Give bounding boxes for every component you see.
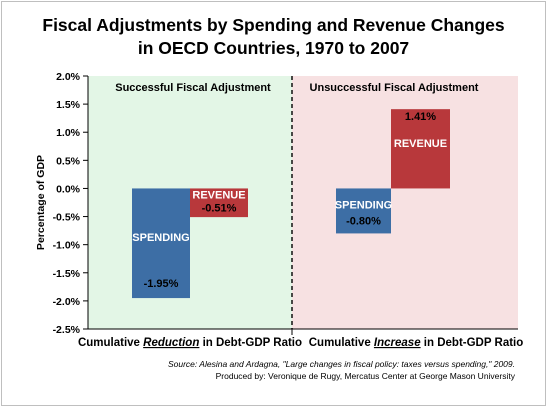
y-axis-label: Percentage of GDP	[35, 155, 47, 250]
y-tick-label: -1.5%	[53, 268, 81, 280]
x-category-label: Cumulative Increase in Debt-GDP Ratio	[309, 337, 524, 349]
y-tick-label: -0.5%	[53, 212, 81, 224]
y-tick-label: 0.0%	[56, 183, 81, 195]
y-tick-label: -2.5%	[53, 324, 81, 336]
bar-value-label: 1.41%	[405, 111, 436, 123]
bar-revenue	[190, 188, 248, 218]
x-label-suffix: in Debt-GDP Ratio	[421, 337, 524, 349]
x-label-emphasis: Reduction	[143, 337, 199, 349]
x-label-emphasis: Increase	[374, 337, 421, 349]
x-category-label: Cumulative Reduction in Debt-GDP Ratio	[78, 337, 302, 349]
y-tick-label: -1.0%	[53, 240, 81, 252]
y-tick-label: -2.0%	[53, 296, 81, 308]
bar-value-label: -0.80%	[346, 215, 381, 227]
bar-value-label: -0.51%	[202, 202, 237, 214]
bar-name-label: SPENDING	[335, 200, 392, 212]
credit-note: Produced by: Veronique de Rugy, Mercatus…	[215, 371, 515, 381]
bar-spending	[336, 188, 391, 234]
y-tick-label: 0.5%	[56, 155, 81, 167]
bar-name-label: REVENUE	[192, 189, 245, 201]
bar-revenue	[391, 109, 450, 189]
x-label-prefix: Cumulative	[78, 337, 143, 349]
bar-spending	[132, 188, 190, 299]
chart-title-line2: in OECD Countries, 1970 to 2007	[137, 38, 410, 58]
x-label-prefix: Cumulative	[309, 337, 374, 349]
y-tick-label: 1.0%	[56, 127, 81, 139]
bar-value-label: -1.95%	[144, 278, 179, 290]
panel-header: Successful Fiscal Adjustment	[115, 82, 271, 94]
chart-title: Fiscal Adjustments by Spending and Reven…	[0, 14, 547, 60]
y-tick-label: 1.5%	[56, 99, 81, 111]
source-note: Source: Alesina and Ardagna, "Large chan…	[167, 359, 515, 369]
y-tick-label: 2.0%	[56, 71, 81, 83]
x-label-suffix: in Debt-GDP Ratio	[199, 337, 302, 349]
chart-title-line1: Fiscal Adjustments by Spending and Reven…	[42, 15, 505, 35]
bar-name-label: SPENDING	[132, 232, 189, 244]
panel-header: Unsuccessful Fiscal Adjustment	[310, 82, 479, 94]
bar-name-label: REVENUE	[394, 138, 447, 150]
